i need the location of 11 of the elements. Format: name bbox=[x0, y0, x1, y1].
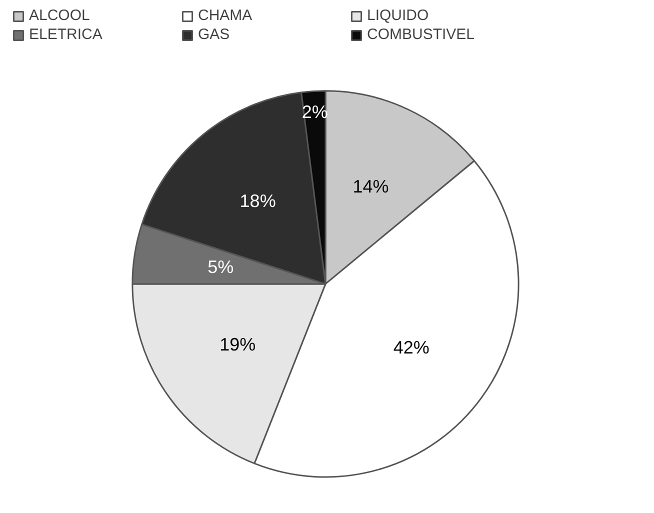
data-label: 19% bbox=[220, 334, 256, 355]
legend-label: COMBUSTIVEL bbox=[367, 26, 476, 43]
data-label: 14% bbox=[352, 176, 389, 196]
data-label: 18% bbox=[240, 190, 276, 211]
data-label: 42% bbox=[393, 337, 430, 358]
legend-label: ALCOOL bbox=[29, 7, 91, 24]
data-label: 5% bbox=[208, 257, 234, 278]
legend-label: LIQUIDO bbox=[367, 7, 430, 24]
legend-label: CHAMA bbox=[198, 7, 254, 24]
legend-label: ELETRICA bbox=[29, 26, 104, 43]
legend-label: GAS bbox=[198, 26, 231, 43]
